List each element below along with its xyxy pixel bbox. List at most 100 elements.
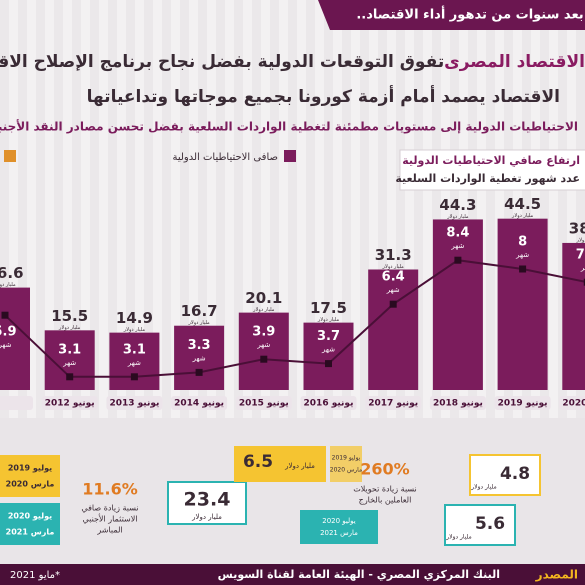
bar-unit: مليار دولار — [317, 317, 340, 323]
line-value-label: 8 — [518, 235, 527, 250]
remit-pct: 260% — [360, 460, 409, 479]
bar — [432, 219, 483, 390]
line-unit: شهر — [515, 251, 529, 259]
category-box — [0, 396, 33, 410]
bar-unit: مليار دولار — [123, 327, 146, 333]
title: الاقتصاد المصرى تفوق التوقعات الدولية بف… — [0, 52, 585, 72]
x-tick-label: يونيو 2013 — [109, 399, 159, 409]
category-box — [300, 396, 357, 410]
chart-heading: عدد شهور تغطية الواردات السلعية — [395, 172, 580, 185]
x-tick-label: يونيو 2018 — [433, 399, 483, 409]
bar — [238, 312, 289, 390]
fdi-text: المباشر — [96, 526, 122, 535]
line-value-label: 8.4 — [446, 226, 469, 241]
subtitle: الاقتصاد يصمد أمام أزمة كورونا بجميع موج… — [87, 85, 560, 107]
line-marker — [325, 360, 332, 368]
bar — [174, 325, 225, 390]
line-unit: شهر — [580, 264, 585, 272]
bar-value-label: 44.5 — [504, 195, 541, 213]
category-box — [429, 396, 486, 410]
value-card — [444, 504, 516, 546]
card-unit: مليار دولار — [284, 462, 315, 470]
period-text: مارس 2021 — [320, 529, 358, 537]
card-value: 5.6 — [475, 514, 505, 534]
card-value: 4.8 — [500, 464, 530, 484]
line-unit: شهر — [321, 346, 335, 354]
line-value-label: 3.1 — [123, 342, 146, 357]
period-box — [0, 455, 60, 497]
x-tick-label: يونيو 2014 — [174, 399, 224, 409]
bar-value-label: 26.6 — [0, 264, 24, 282]
bar-value-label: 16.7 — [181, 302, 218, 320]
card-value: 6.5 — [243, 452, 273, 472]
line-marker — [130, 373, 138, 381]
category-box — [41, 396, 98, 410]
line-value-label: 3.9 — [252, 325, 275, 340]
period-text: يوليو 2020 — [8, 512, 52, 521]
bar-value-label: 20.1 — [245, 289, 282, 307]
footer-source: البنك المركزي المصري - الهيئة العامة لقن… — [218, 568, 500, 581]
footer-label: المصدر — [535, 568, 578, 582]
period-box — [0, 503, 60, 545]
bar — [109, 332, 160, 390]
category-box — [365, 396, 422, 410]
bar-unit: مليار دولار — [511, 213, 534, 219]
line-marker — [66, 373, 74, 381]
line-marker — [1, 311, 9, 319]
card-unit: مليار دولار — [470, 484, 497, 491]
x-tick-label: يونيو 2019 — [498, 399, 548, 409]
fdi-text: نسبة زيادة صافي — [81, 504, 138, 513]
line-unit: شهر — [0, 341, 12, 349]
line-marker — [195, 368, 203, 376]
bar-value-label: 38.2 — [569, 219, 585, 237]
category-box — [171, 396, 228, 410]
fdi-pct: 11.6% — [82, 480, 138, 499]
banner-bg — [318, 0, 585, 30]
chart-heading: ارتفاع صافي الاحتياطيات الدولية — [402, 154, 580, 167]
period-text: مارس 2020 — [330, 467, 362, 474]
chart: ارتفاع صافي الاحتياطيات الدولية عدد شهور … — [0, 149, 585, 410]
footer-bg — [0, 564, 585, 585]
period-band — [300, 510, 378, 544]
x-tick-label: يونيو 2015 — [239, 399, 289, 409]
period-band — [330, 446, 362, 482]
line-marker — [454, 256, 462, 264]
line-unit: شهر — [450, 242, 464, 250]
bar-value-label: 14.9 — [116, 309, 153, 327]
remit-text: نسبة زيادة تحويلات — [353, 485, 417, 494]
banner: بعد سنوات من تدهور أداء الاقتصاد.. — [356, 6, 583, 23]
line-unit: شهر — [386, 286, 400, 294]
x-tick-label: يونيو 2020 — [562, 399, 585, 409]
value-card — [167, 481, 247, 525]
line — [4, 259, 585, 378]
bar-unit: مليار دولار — [576, 237, 585, 243]
bar-value-label: 31.3 — [375, 246, 412, 264]
bar-unit: مليار دولار — [187, 320, 210, 326]
period-text: يوليو 2019 — [8, 464, 52, 473]
bar — [497, 218, 548, 390]
bar-value-label: 44.3 — [439, 196, 476, 214]
title-rest: تفوق التوقعات الدولية بفضل نجاح برنامج ا… — [0, 52, 444, 72]
legend-swatch — [284, 150, 296, 162]
line-value-label: 7.4 — [576, 248, 585, 263]
legend-label: صافى الاحتياطيات الدولية — [172, 152, 278, 163]
fdi-text: الاستثمار الأجنبي — [82, 514, 137, 524]
line-marker — [583, 278, 585, 286]
bar-unit: مليار دولار — [0, 282, 16, 288]
x-tick-label: يونيو 2017 — [368, 399, 418, 409]
footer-note: *مايو 2021 — [10, 570, 60, 581]
bar — [368, 269, 419, 390]
line-value-label: 5.9 — [0, 325, 17, 340]
line-value-label: 3.3 — [188, 338, 211, 353]
chart-heading-bg — [399, 149, 585, 191]
x-tick-label: يونيو 2012 — [45, 399, 95, 409]
legend-swatch — [4, 150, 16, 162]
bar-value-label: 15.5 — [51, 307, 88, 325]
bar-unit: مليار دولار — [382, 264, 405, 270]
line-unit: شهر — [62, 359, 76, 367]
card-value: 23.4 — [184, 489, 231, 511]
line-unit: شهر — [256, 341, 270, 349]
bar-unit: مليار دولار — [446, 214, 469, 220]
category-box — [106, 396, 163, 410]
